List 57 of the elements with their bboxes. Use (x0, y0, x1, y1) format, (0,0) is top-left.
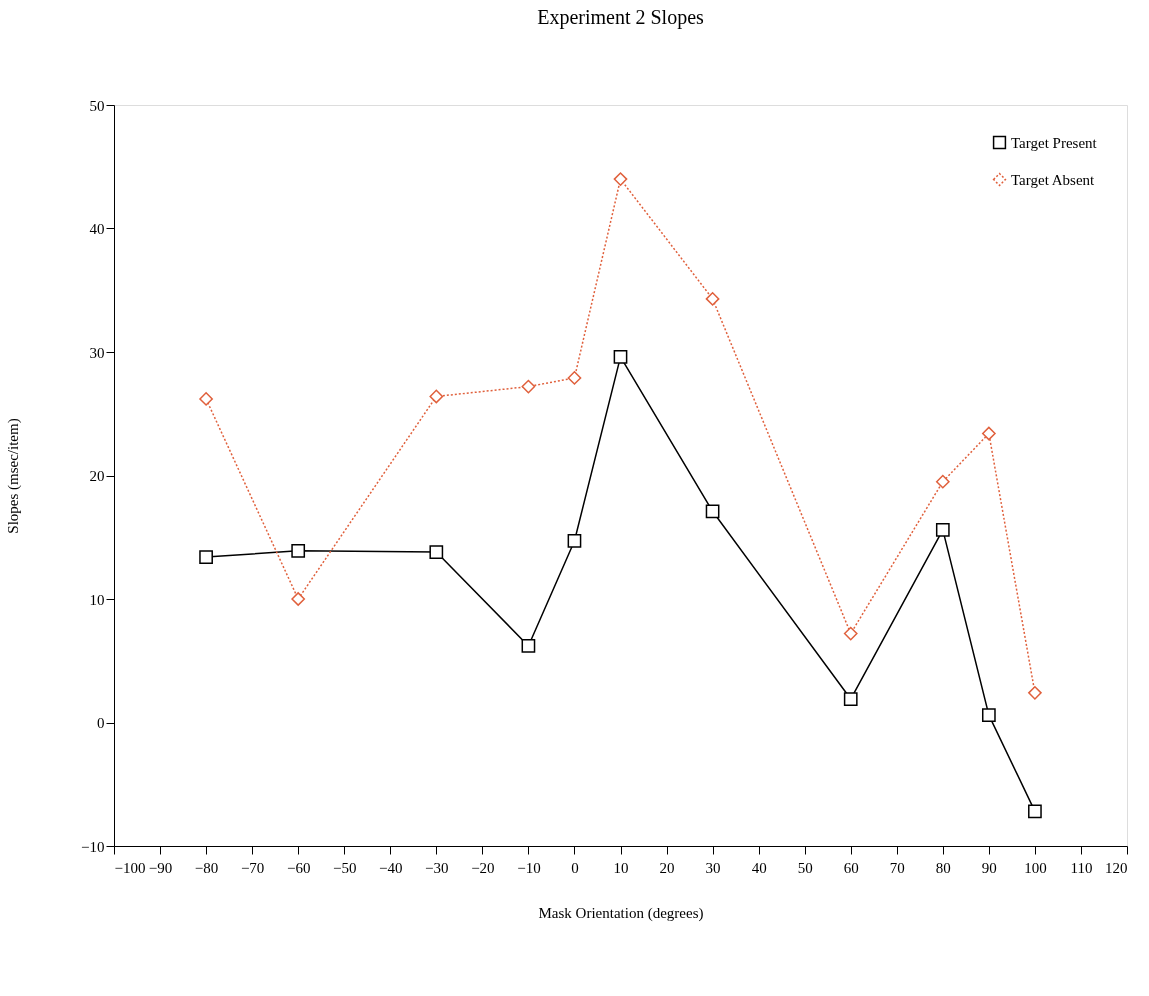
legend-label: Target Present (1011, 134, 1098, 151)
x-axis-title: Mask Orientation (degrees) (538, 904, 704, 922)
x-tick-label: −20 (471, 859, 495, 876)
x-tick-label: −70 (240, 859, 265, 876)
x-tick-label: 90 (981, 859, 997, 876)
point (199, 550, 213, 564)
point (935, 522, 950, 537)
point (705, 504, 720, 519)
x-tick-label: −50 (332, 859, 357, 876)
point (613, 172, 628, 186)
x-tick-label: 50 (797, 859, 813, 876)
x-tick-label: −90 (148, 859, 173, 876)
point (199, 392, 213, 406)
point (981, 426, 996, 441)
y-tick-label: 50 (89, 97, 105, 114)
y-tick-label: 30 (89, 344, 105, 361)
point (843, 692, 858, 706)
point (429, 389, 444, 404)
y-tick-label: 20 (89, 468, 105, 484)
x-tick-label: 40 (751, 859, 767, 876)
point (291, 543, 306, 558)
x-tick-label: 30 (705, 859, 721, 876)
point (521, 379, 536, 394)
y-tick-label: 10 (89, 591, 105, 608)
point (567, 371, 582, 385)
x-tick-label: 80 (935, 859, 951, 876)
y-tick-label: 40 (89, 221, 105, 237)
x-tick-label: 60 (843, 859, 859, 876)
x-tick-label: −100 (114, 859, 146, 876)
point (1028, 804, 1042, 819)
y-tick-label: 0 (97, 715, 105, 731)
x-tick-label: −40 (379, 859, 403, 876)
y-axis-title: Slopes (msec/item) (5, 418, 23, 534)
point (935, 474, 950, 489)
x-tick-label: −80 (194, 859, 219, 876)
legend-label: Target Absent (1011, 171, 1096, 188)
point (843, 626, 858, 641)
x-tick-label: −10 (517, 859, 541, 876)
x-tick-label: 70 (889, 859, 905, 876)
point (521, 639, 536, 653)
x-tick-label: 10 (613, 859, 629, 876)
x-tick-label: 0 (571, 859, 579, 876)
x-tick-label: −30 (425, 859, 449, 876)
chart-title: Experiment 2 Slopes (537, 6, 705, 29)
x-tick-label: 100 (1024, 859, 1047, 876)
point (981, 708, 996, 722)
point (291, 592, 306, 606)
y-tick-label: −10 (81, 838, 105, 855)
x-tick-label: 110 (1070, 859, 1093, 876)
x-tick-label: 120 (1105, 859, 1128, 876)
point (567, 534, 582, 548)
x-tick-label: −60 (286, 859, 311, 876)
point (613, 350, 628, 364)
point (1028, 685, 1042, 700)
point (429, 545, 444, 559)
x-tick-label: 20 (659, 859, 675, 876)
point (705, 292, 720, 306)
